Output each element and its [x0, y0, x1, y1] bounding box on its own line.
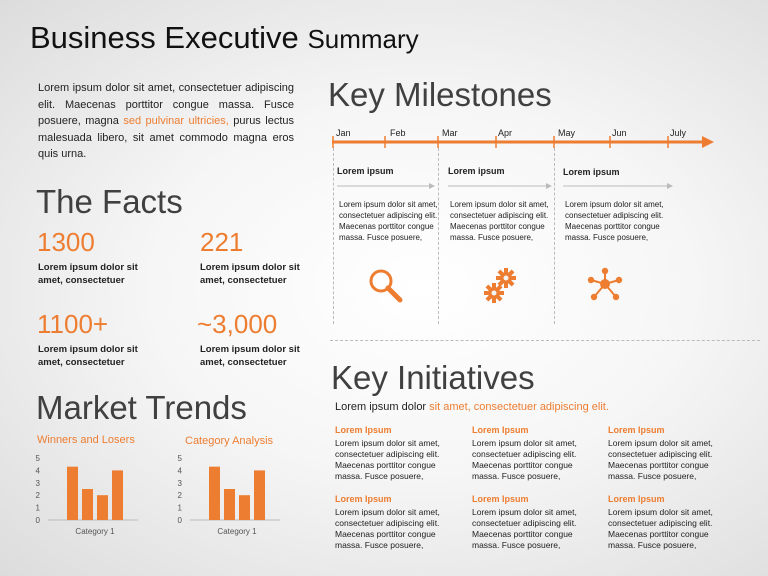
x-axis-label: Category 1: [75, 527, 115, 536]
milestones-heading: Key Milestones: [328, 76, 552, 113]
initiative-body-6: Lorem ipsum dolor sit amet, consectetuer…: [608, 507, 713, 550]
y-tick-label: 3: [36, 479, 41, 488]
intro-paragraph: Lorem ipsum dolor sit amet, consectetuer…: [38, 80, 294, 163]
y-tick-label: 1: [36, 504, 41, 513]
bar: [112, 470, 123, 520]
intro-part2: purus lectus malesuada libero, sit amet …: [38, 115, 294, 160]
fact-value-3: 1100+: [37, 309, 109, 339]
month-label: July: [670, 128, 687, 138]
bar: [254, 470, 265, 520]
initiative-head-4: Lorem Ipsum: [335, 494, 392, 504]
fact-value-4: ~3,000: [197, 309, 278, 339]
milestone-divider: [438, 148, 439, 324]
month-label: Jun: [612, 128, 627, 138]
y-tick-label: 4: [178, 466, 183, 475]
milestone-head-1: Lorem ipsum: [337, 166, 394, 176]
y-tick-label: 0: [36, 516, 41, 525]
initiative-body-1: Lorem ipsum dolor sit amet, consectetuer…: [335, 438, 440, 481]
initiative-body-5: Lorem ipsum dolor sit amet, consectetuer…: [472, 507, 577, 550]
milestone-head-2: Lorem ipsum: [448, 166, 505, 176]
chart-category-analysis: 0 1 2 3 4 5 Category 1: [178, 454, 280, 536]
y-tick-label: 3: [178, 479, 183, 488]
initiative-head-2: Lorem Ipsum: [472, 425, 529, 435]
network-icon: [587, 267, 623, 301]
chart-winners-losers: 0 1 2 3 4 5 Category 1: [36, 454, 138, 536]
month-label: Jan: [336, 128, 351, 138]
milestone-body-3: Lorem ipsum dolor sit amet, consectetuer…: [565, 200, 664, 242]
market-heading: Market Trends: [36, 389, 247, 426]
fact-value-2: 221: [200, 227, 244, 257]
y-tick-label: 2: [178, 491, 183, 500]
y-tick-label: 5: [36, 454, 41, 463]
initiative-body-3: Lorem ipsum dolor sit amet, consectetuer…: [608, 438, 713, 481]
month-label: Apr: [498, 128, 513, 138]
bar: [97, 495, 108, 520]
y-tick-label: 5: [178, 454, 183, 463]
initiatives-heading: Key Initiatives: [331, 359, 535, 396]
initiatives-sub-highlight: sit amet, consectetuer adipiscing elit.: [429, 401, 609, 413]
chart-1-title: Winners and Losers: [37, 434, 135, 446]
bar: [209, 466, 220, 520]
y-tick-label: 4: [36, 466, 41, 475]
initiative-head-3: Lorem Ipsum: [608, 425, 665, 435]
bar: [239, 495, 250, 520]
milestone-body-2: Lorem ipsum dolor sit amet, consectetuer…: [450, 200, 549, 242]
bar: [224, 489, 235, 520]
intro-highlight: sed pulvinar ultricies,: [123, 115, 229, 127]
gears-icon: [484, 268, 516, 303]
milestone-divider: [554, 148, 555, 324]
arrow-right-icon: [563, 183, 673, 189]
timeline-arrowhead: [702, 136, 714, 148]
month-label: Feb: [390, 128, 406, 138]
milestone-body-1: Lorem ipsum dolor sit amet, consectetuer…: [339, 200, 438, 242]
fact-text-1: Lorem ipsum dolor sit amet, consectetuer: [38, 262, 138, 286]
section-divider: [330, 340, 760, 341]
fact-text-4: Lorem ipsum dolor sit amet, consectetuer: [200, 344, 300, 368]
initiatives-sub-plain: Lorem ipsum dolor: [335, 401, 430, 413]
fact-text-2: Lorem ipsum dolor sit amet, consectetuer: [200, 262, 300, 286]
month-label: May: [558, 128, 576, 138]
arrow-right-icon: [448, 183, 552, 189]
month-label: Mar: [442, 128, 458, 138]
chart-2-title: Category Analysis: [185, 435, 274, 447]
page-title: Business Executive Summary: [30, 20, 419, 56]
milestone-timeline: [332, 136, 714, 148]
y-tick-label: 2: [36, 491, 41, 500]
magnifier-icon: [369, 269, 403, 303]
bar: [82, 489, 93, 520]
fact-value-1: 1300: [37, 227, 95, 257]
page-title-main: Business Executive: [30, 20, 299, 55]
initiatives-subtitle: Lorem ipsum dolor sit amet, consectetuer…: [335, 401, 609, 413]
milestone-divider: [333, 148, 334, 324]
fact-text-3: Lorem ipsum dolor sit amet, consectetuer: [38, 344, 138, 368]
initiative-head-6: Lorem Ipsum: [608, 494, 665, 504]
facts-heading: The Facts: [36, 183, 183, 220]
intro-part1: Lorem ipsum dolor sit amet, consectetuer…: [38, 82, 294, 127]
y-tick-label: 1: [178, 504, 183, 513]
initiative-body-2: Lorem ipsum dolor sit amet, consectetuer…: [472, 438, 577, 481]
milestone-head-3: Lorem ipsum: [563, 167, 620, 177]
y-tick-label: 0: [178, 516, 183, 525]
initiative-body-4: Lorem ipsum dolor sit amet, consectetuer…: [335, 507, 440, 550]
initiative-head-5: Lorem Ipsum: [472, 494, 529, 504]
bar: [67, 466, 78, 520]
arrow-right-icon: [337, 183, 435, 189]
x-axis-label: Category 1: [217, 527, 257, 536]
initiative-head-1: Lorem Ipsum: [335, 425, 392, 435]
page-title-small: Summary: [307, 24, 419, 54]
